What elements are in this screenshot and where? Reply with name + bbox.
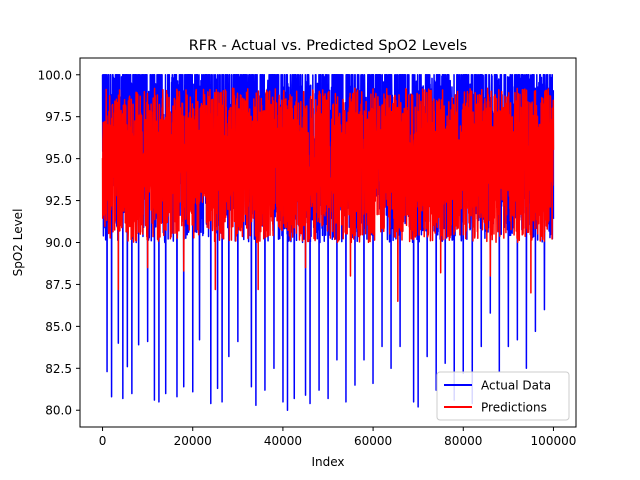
x-tick-label: 100000 bbox=[531, 434, 577, 448]
x-tick-label: 0 bbox=[99, 434, 107, 448]
legend: Actual Data Predictions bbox=[436, 371, 570, 421]
y-tick-label: 82.5 bbox=[45, 362, 72, 376]
series-predictions bbox=[101, 87, 555, 302]
x-tick-label: 80000 bbox=[444, 434, 482, 448]
x-axis-label: Index bbox=[311, 455, 344, 469]
y-tick-label: 87.5 bbox=[45, 278, 72, 292]
y-tick-label: 95.0 bbox=[45, 152, 72, 166]
legend-label-actual-data: Actual Data bbox=[481, 379, 551, 393]
y-tick-label: 97.5 bbox=[45, 110, 72, 124]
chart-title: RFR - Actual vs. Predicted SpO2 Levels bbox=[189, 38, 467, 54]
x-tick-label: 40000 bbox=[264, 434, 302, 448]
y-tick-label: 85.0 bbox=[45, 320, 72, 334]
plot-area bbox=[101, 74, 555, 411]
x-axis: 0 20000 40000 60000 80000 100000 bbox=[99, 427, 577, 448]
x-tick-label: 60000 bbox=[354, 434, 392, 448]
y-axis: 80.0 82.5 85.0 87.5 90.0 92.5 95.0 97.5 100.0 bbox=[38, 68, 80, 418]
y-axis-label: SpO2 Level bbox=[11, 209, 25, 277]
y-tick-label: 90.0 bbox=[45, 236, 72, 250]
series-line bbox=[101, 87, 555, 302]
y-tick-label: 80.0 bbox=[45, 404, 72, 418]
y-tick-label: 92.5 bbox=[45, 194, 72, 208]
y-tick-label: 100.0 bbox=[38, 68, 72, 82]
legend-label-predictions: Predictions bbox=[481, 401, 547, 415]
x-tick-label: 20000 bbox=[174, 434, 212, 448]
